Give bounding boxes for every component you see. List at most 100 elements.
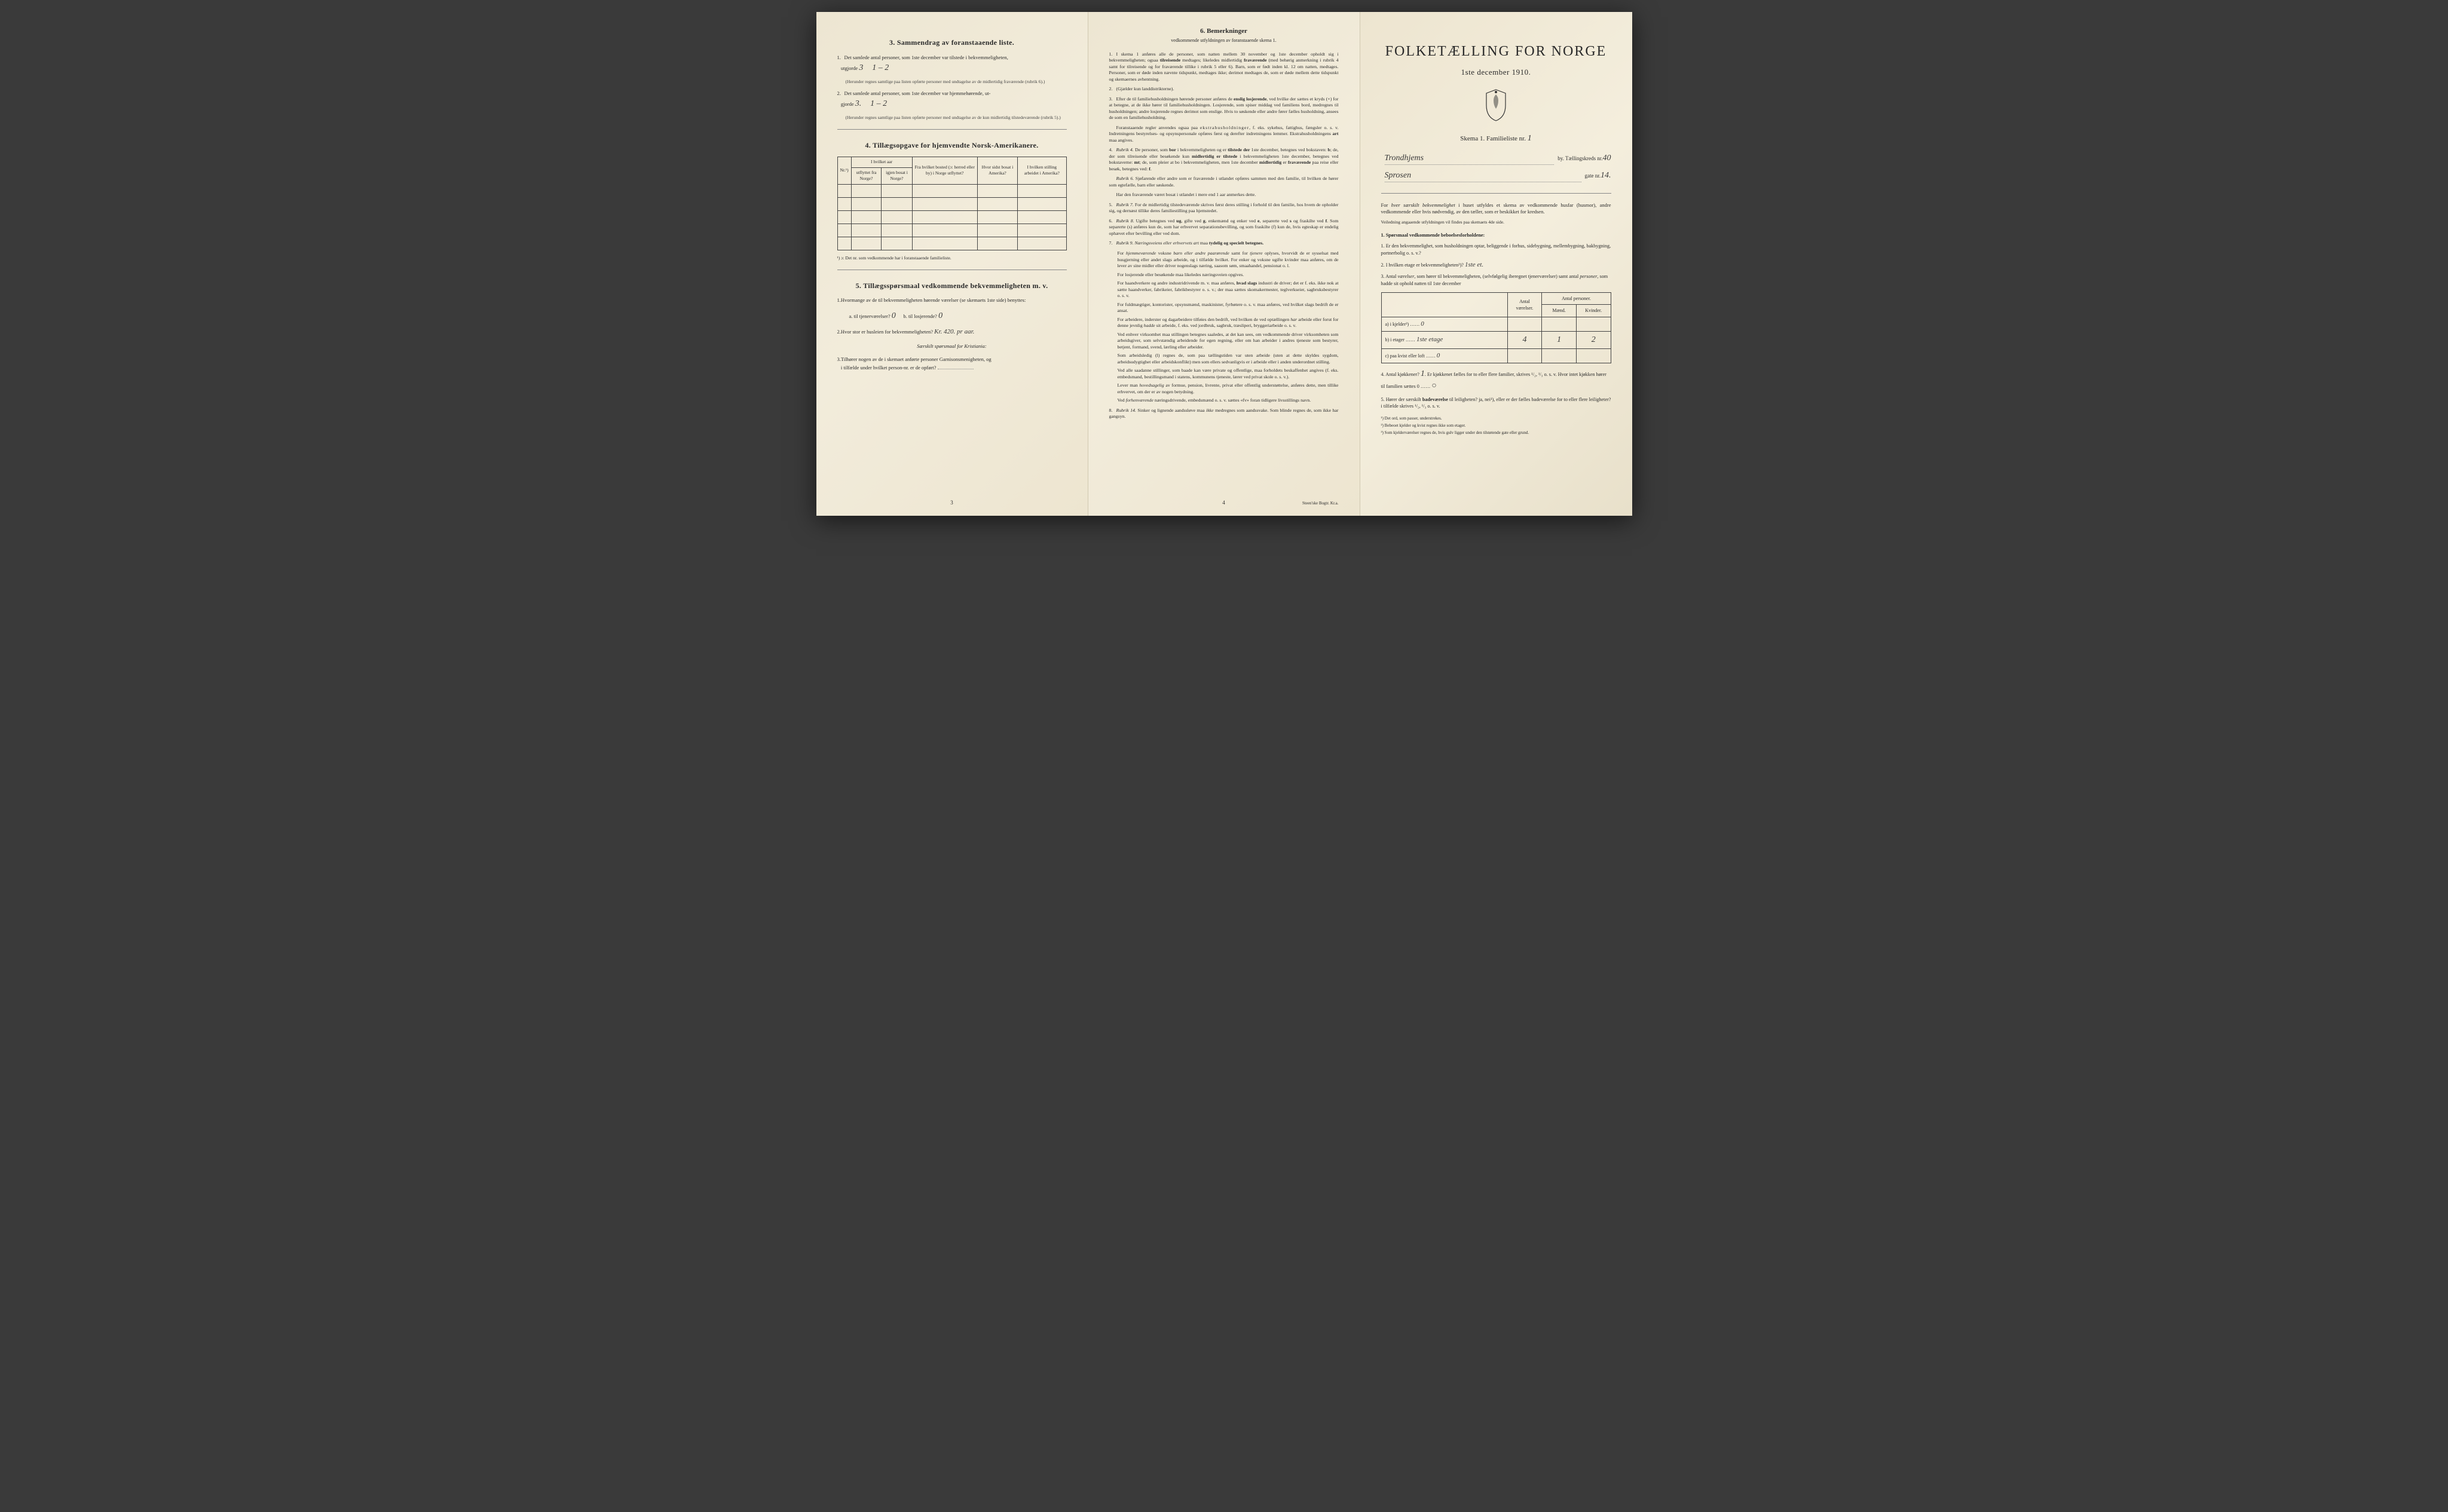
col-personer: Antal personer. (1542, 293, 1611, 305)
s5-q1ab: a. til tjenerværelser? 0 b. til losjeren… (849, 310, 1067, 322)
hw-by: Trondhjems (1385, 154, 1424, 163)
address-block: Trondhjems by. Tællingskreds nr. 40 Spro… (1381, 152, 1611, 182)
hw-hjemme-range: 1 – 2 (870, 99, 887, 108)
rooms-table: Antal værelser. Antal personer. Mænd. Kv… (1381, 292, 1611, 363)
hw-gate: Sprosen (1385, 171, 1412, 180)
divider (1381, 193, 1611, 194)
note-1: (Herunder regnes samtlige paa listen opf… (846, 79, 1067, 85)
r-q1: 1. Er den bekvemmelighet, som husholdnin… (1381, 243, 1611, 257)
divider (837, 129, 1067, 130)
remarks-list: 1.I skema 1 anføres alle de personer, so… (1109, 51, 1339, 247)
blank-field (938, 363, 974, 369)
note-2: (Herunder regnes samtlige paa listen opf… (846, 115, 1067, 121)
table-row: b) i etager …… 1ste etage412 (1381, 332, 1611, 349)
section-6-title: 6. Bemerkninger (1109, 27, 1339, 36)
footnote-3: ³) Som kjelderværelser regnes de, hvis g… (1381, 430, 1611, 436)
section-4-title: 4. Tillægsopgave for hjemvendte Norsk-Am… (837, 140, 1067, 151)
remark-item: 3.Efter de til familiehusholdningen høre… (1109, 96, 1339, 121)
amerikaner-table: Nr.¹) I hvilket aar Fra hvilket bosted (… (837, 157, 1067, 250)
table-row: c) paa kvist eller loft …… 0 (1381, 348, 1611, 363)
gate-label: gate nr. (1585, 172, 1601, 180)
r-q5: 5. Hører der særskilt badeværelse til le… (1381, 396, 1611, 411)
remarks-paras: For hjemmeværende voksne barn eller andr… (1109, 250, 1339, 404)
r-q2: 2. I hvilken etage er bekvemmeligheten²)… (1381, 261, 1611, 270)
col-stilling: I hvilken stilling arbeidet i Amerika? (1018, 157, 1066, 185)
q-heading: 1. Spørsmaal vedkommende beboelsesforhol… (1381, 232, 1611, 239)
section-5-title: 5. Tillægsspørsmaal vedkommende bekvemme… (837, 281, 1067, 291)
hw-hjemme-count: 3. (855, 99, 862, 108)
remark-item: 6.Rubrik 8. Ugifte betegnes ved ug, gift… (1109, 218, 1339, 237)
s5-q2: 2.Hvor stor er husleien for bekvemmeligh… (837, 328, 1067, 336)
s5-q3: 3.Tilhører nogen av de i skemaet anførte… (837, 356, 1067, 372)
hw-losj: 0 (938, 311, 943, 320)
remark-para: Ved alle saadanne stillinger, som baade … (1118, 368, 1339, 380)
by-label: by. Tællingskreds nr. (1557, 155, 1602, 163)
col-igjen: igjen bosat i Norge? (882, 167, 912, 184)
footnotes: ¹) Det ord, som passer, understrekes. ²)… (1381, 416, 1611, 436)
col-nr: Nr.¹) (837, 157, 851, 185)
r-q3: 3. Antal værelser, som hører til bekvemm… (1381, 273, 1611, 287)
table-row (837, 184, 1066, 197)
col-ut: utflyttet fra Norge? (851, 167, 882, 184)
s5-sub: Særskilt spørsmaal for Kristiania: (837, 343, 1067, 350)
remark-item: Foranstaaende regler anvendes ogsaa paa … (1109, 125, 1339, 144)
q2: 2.Det samlede antal personer, som 1ste d… (837, 90, 1067, 110)
q1: 1.Det samlede antal personer, som 1ste d… (837, 54, 1067, 74)
footnote-2: ²) Bebeoet kjelder og kvist regnes ikke … (1381, 423, 1611, 429)
table-row (837, 197, 1066, 210)
remark-para: For fuldmægtiger, kontorister, opsynsmæn… (1118, 302, 1339, 314)
remark-para: For hjemmeværende voksne barn eller andr… (1118, 250, 1339, 270)
hw-tilstede-count: 3 (859, 63, 863, 72)
footnote-1: ¹) Det ord, som passer, understrekes. (1381, 416, 1611, 422)
remark-para: Ved forhenværende næringsdrivende, embed… (1118, 397, 1339, 404)
col-maend: Mænd. (1542, 305, 1577, 317)
hw-etage: 1ste et. (1465, 261, 1483, 268)
page-1-cover: FOLKETÆLLING FOR NORGE 1ste december 191… (1360, 12, 1632, 516)
remark-para: For arbeidere, inderster og dagarbeidere… (1118, 317, 1339, 329)
remark-para: For haandverkere og andre industridriven… (1118, 280, 1339, 299)
table-row (837, 210, 1066, 224)
table-footnote: ¹) ɔ: Det nr. som vedkommende har i fora… (837, 255, 1067, 262)
remark-item: 1.I skema 1 anføres alle de personer, so… (1109, 51, 1339, 83)
col-sidst: Hvor sidst bosat i Amerika? (977, 157, 1017, 185)
page-4: 6. Bemerkninger vedkommende utfyldningen… (1088, 12, 1360, 516)
col-kvinder: Kvinder. (1576, 305, 1611, 317)
section-3-title: 3. Sammendrag av foranstaaende liste. (837, 38, 1067, 48)
remark-para: Ved enhver virksomhet maa stillingen bet… (1118, 332, 1339, 351)
col-aar: I hvilket aar (851, 157, 912, 168)
remark-para: For losjerende eller besøkende maa likel… (1118, 272, 1339, 278)
hw-kreds: 40 (1603, 152, 1611, 164)
intro-note: Veiledning angaaende utfyldningen vil fi… (1381, 219, 1611, 226)
skema-line: Skema 1. Familieliste nr. 1 (1381, 133, 1611, 145)
page-number: 4 (1222, 499, 1225, 507)
remark-para: Som arbeidsledig (l) regnes de, som paa … (1118, 353, 1339, 365)
remark-item: 7.Rubrik 9. Næringsveiens eller erhverve… (1109, 240, 1339, 247)
hw-kjokken-brøk: ○ (1431, 381, 1436, 390)
coat-of-arms-icon (1482, 88, 1510, 122)
remark-item: 2.(Gjælder kun landdistrikterne). (1109, 86, 1339, 93)
table-row (837, 237, 1066, 250)
hw-familieliste-nr: 1 (1528, 134, 1532, 143)
table-row: a) i kjelder³) …… 0 (1381, 317, 1611, 331)
table-row (837, 224, 1066, 237)
hw-gatenr: 14. (1601, 170, 1611, 182)
r-q4: 4. Antal kjøkkener? 1. Er kjøkkenet fæll… (1381, 368, 1611, 393)
census-date: 1ste december 1910. (1381, 67, 1611, 78)
s5-q1: 1.Hvormange av de til bekvemmeligheten h… (837, 297, 1067, 304)
hw-tilstede-range: 1 – 2 (872, 63, 889, 72)
page-number: 3 (950, 499, 953, 507)
hw-husleie: Kr. 420. pr aar. (934, 328, 974, 335)
remark-item: 4.Rubrik 4. De personer, som bor i bekve… (1109, 147, 1339, 172)
remark-item: 5.Rubrik 7. For de midlertidig tilstedev… (1109, 202, 1339, 215)
remark-para: Lever man hovedsagelig av formue, pensio… (1118, 382, 1339, 395)
hw-tjener: 0 (892, 311, 896, 320)
printer-mark: Steen'ske Bogtr. Kr.a. (1302, 501, 1339, 507)
section-6-sub: vedkommende utfyldningen av foranstaaend… (1109, 37, 1339, 44)
page-3: 3. Sammendrag av foranstaaende liste. 1.… (816, 12, 1088, 516)
remark-8: 8.Rubrik 14. Sinker og lignende aandsslø… (1109, 408, 1339, 420)
intro-paragraph: For hver særskilt bekvemmelighet i huset… (1381, 202, 1611, 216)
hw-kjokken: 1 (1421, 369, 1425, 378)
remark-item: Rubrik 6. Sjøfarende eller andre som er … (1109, 176, 1339, 188)
document-spread: 3. Sammendrag av foranstaaende liste. 1.… (816, 12, 1632, 516)
col-vaerelser: Antal værelser. (1507, 293, 1542, 317)
